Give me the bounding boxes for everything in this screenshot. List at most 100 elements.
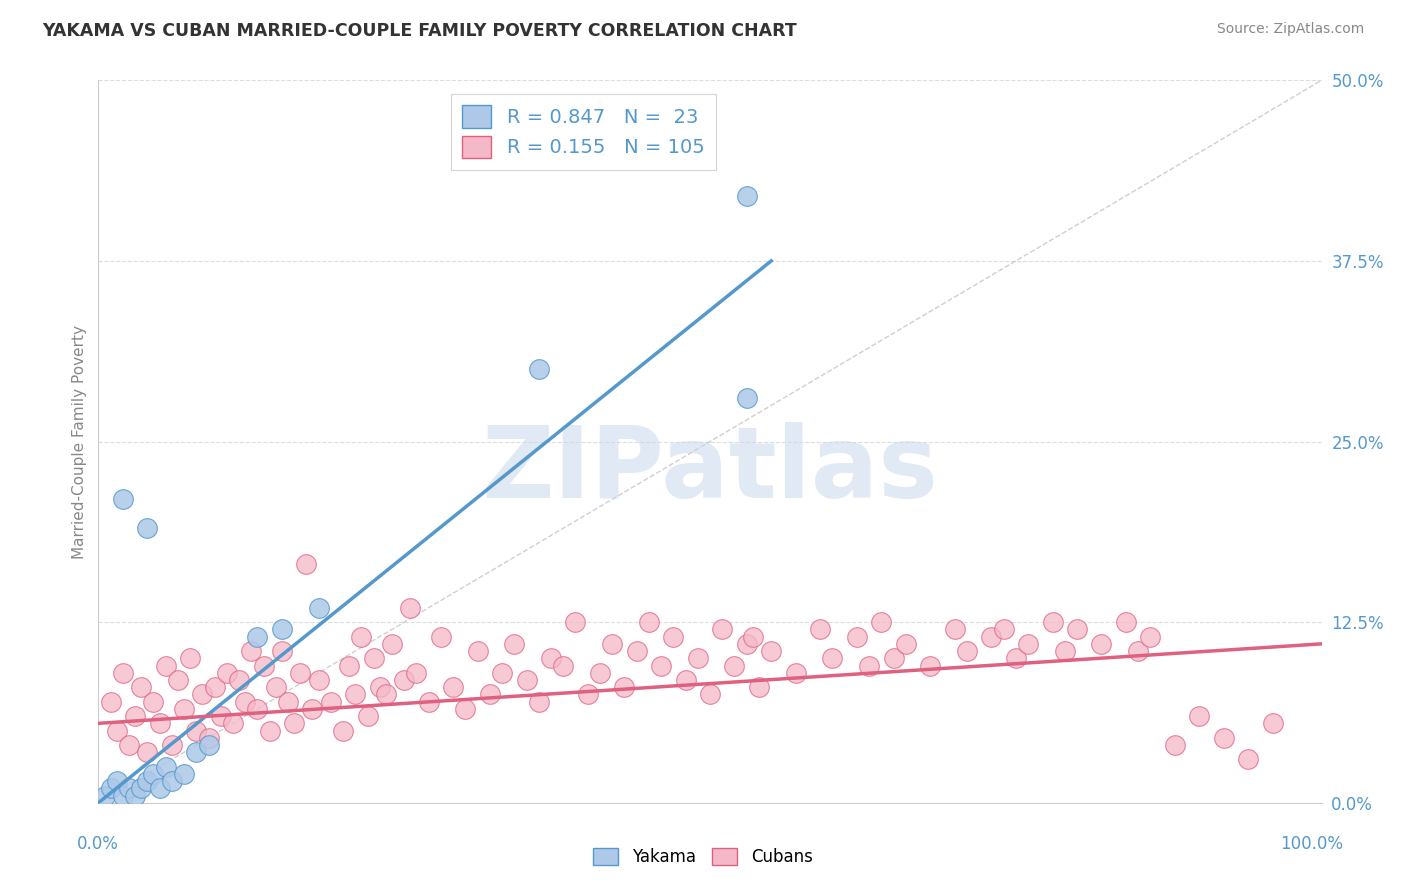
- Point: [943, 623, 966, 637]
- Point: [283, 716, 305, 731]
- Point: [124, 789, 146, 803]
- Point: [142, 695, 165, 709]
- Point: [124, 709, 146, 723]
- Point: [246, 630, 269, 644]
- Point: [160, 738, 183, 752]
- Point: [1090, 637, 1112, 651]
- Point: [1042, 615, 1064, 630]
- Point: [209, 709, 232, 723]
- Point: [699, 687, 721, 701]
- Point: [527, 695, 550, 709]
- Point: [1212, 731, 1234, 745]
- Point: [845, 630, 868, 644]
- Point: [191, 687, 214, 701]
- Point: [155, 760, 177, 774]
- Point: [894, 637, 917, 651]
- Point: [808, 623, 831, 637]
- Point: [332, 723, 354, 738]
- Point: [735, 189, 758, 203]
- Point: [270, 644, 294, 658]
- Point: [711, 623, 734, 637]
- Point: [142, 767, 165, 781]
- Point: [337, 658, 360, 673]
- Point: [723, 658, 745, 673]
- Text: ZIPatlas: ZIPatlas: [482, 422, 938, 519]
- Point: [662, 630, 685, 644]
- Point: [1053, 644, 1076, 658]
- Point: [821, 651, 844, 665]
- Point: [540, 651, 562, 665]
- Point: [179, 651, 201, 665]
- Point: [149, 781, 172, 796]
- Point: [215, 665, 238, 680]
- Point: [735, 391, 758, 405]
- Point: [197, 738, 219, 752]
- Point: [186, 745, 208, 759]
- Point: [111, 665, 134, 680]
- Point: [277, 695, 299, 709]
- Point: [956, 644, 979, 658]
- Legend: Yakama, Cubans: Yakama, Cubans: [586, 841, 820, 873]
- Point: [111, 492, 134, 507]
- Point: [454, 702, 477, 716]
- Point: [613, 680, 636, 694]
- Legend: R = 0.847   N =  23, R = 0.155   N = 105: R = 0.847 N = 23, R = 0.155 N = 105: [451, 94, 717, 169]
- Point: [527, 362, 550, 376]
- Point: [319, 695, 342, 709]
- Text: 100.0%: 100.0%: [1279, 835, 1343, 853]
- Text: YAKAMA VS CUBAN MARRIED-COUPLE FAMILY POVERTY CORRELATION CHART: YAKAMA VS CUBAN MARRIED-COUPLE FAMILY PO…: [42, 22, 797, 40]
- Point: [149, 716, 172, 731]
- Point: [785, 665, 807, 680]
- Point: [399, 600, 422, 615]
- Point: [233, 695, 256, 709]
- Text: Source: ZipAtlas.com: Source: ZipAtlas.com: [1216, 22, 1364, 37]
- Point: [136, 521, 159, 535]
- Point: [374, 687, 396, 701]
- Point: [173, 767, 195, 781]
- Point: [167, 673, 190, 687]
- Point: [1115, 615, 1137, 630]
- Point: [576, 687, 599, 701]
- Point: [118, 781, 141, 796]
- Point: [301, 702, 323, 716]
- Point: [295, 558, 318, 572]
- Point: [405, 665, 427, 680]
- Point: [350, 630, 373, 644]
- Text: 0.0%: 0.0%: [77, 835, 120, 853]
- Point: [675, 673, 697, 687]
- Point: [600, 637, 623, 651]
- Point: [516, 673, 538, 687]
- Point: [100, 781, 122, 796]
- Point: [197, 731, 219, 745]
- Point: [160, 774, 183, 789]
- Point: [1188, 709, 1211, 723]
- Point: [478, 687, 501, 701]
- Point: [564, 615, 586, 630]
- Point: [626, 644, 648, 658]
- Point: [270, 623, 294, 637]
- Point: [467, 644, 489, 658]
- Point: [222, 716, 245, 731]
- Point: [441, 680, 464, 694]
- Point: [430, 630, 453, 644]
- Point: [491, 665, 513, 680]
- Point: [228, 673, 250, 687]
- Point: [136, 774, 159, 789]
- Point: [1139, 630, 1161, 644]
- Point: [246, 702, 269, 716]
- Point: [883, 651, 905, 665]
- Point: [155, 658, 177, 673]
- Point: [1237, 752, 1260, 766]
- Point: [858, 658, 880, 673]
- Point: [100, 695, 122, 709]
- Point: [761, 644, 783, 658]
- Point: [129, 680, 152, 694]
- Point: [418, 695, 440, 709]
- Point: [308, 600, 330, 615]
- Point: [186, 723, 208, 738]
- Point: [1017, 637, 1039, 651]
- Point: [1066, 623, 1088, 637]
- Point: [392, 673, 416, 687]
- Point: [637, 615, 661, 630]
- Point: [129, 781, 152, 796]
